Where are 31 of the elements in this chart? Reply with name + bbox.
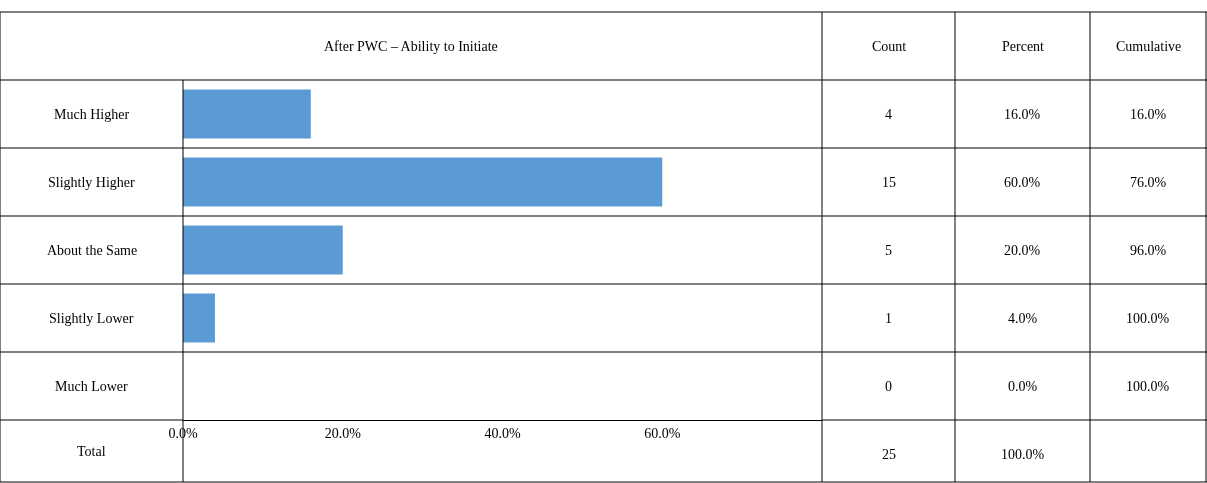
x-tick-label: 0.0%	[168, 425, 198, 441]
y-tick-label: Slightly Lower	[49, 311, 134, 326]
chart-title: After PWC – Ability to Initiate	[324, 39, 498, 54]
text: 1	[885, 311, 892, 326]
text: 100.0%	[1126, 379, 1170, 394]
y-tick-label: Much Higher	[54, 107, 130, 122]
text: 76.0%	[1130, 175, 1167, 190]
x-tick-label: 60.0%	[644, 425, 681, 441]
text: Count	[872, 39, 907, 54]
text: 16.0%	[1130, 107, 1167, 122]
text: 25	[882, 447, 896, 462]
text: Percent	[1002, 39, 1045, 54]
text: 16.0%	[1004, 107, 1041, 122]
y-tick-label: Much Lower	[55, 379, 129, 394]
text: Cumulative	[1116, 39, 1182, 54]
x-tick-label: 40.0%	[484, 425, 521, 441]
text: 60.0%	[1004, 175, 1041, 190]
text: 100.0%	[1001, 447, 1045, 462]
text: 15	[882, 175, 896, 190]
y-tick-label: About the Same	[47, 243, 138, 258]
text: Total	[77, 444, 106, 459]
text: 4.0%	[1008, 311, 1038, 326]
x-tick-label: 20.0%	[324, 425, 362, 441]
text: 20.0%	[1004, 243, 1041, 258]
text: 100.0%	[1126, 311, 1170, 326]
text: 96.0%	[1130, 243, 1167, 258]
text: 5	[885, 243, 892, 258]
text: 4	[885, 107, 892, 122]
text: 0	[885, 379, 892, 394]
y-tick-label: Slightly Higher	[48, 175, 136, 190]
text: 0.0%	[1008, 379, 1038, 394]
